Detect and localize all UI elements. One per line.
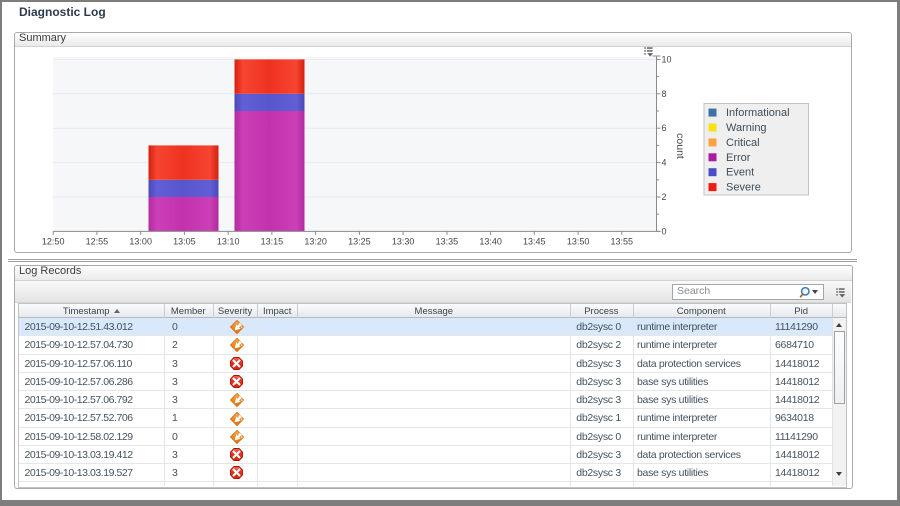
- svg-text:count: count: [674, 133, 686, 159]
- svg-text:12:55: 12:55: [86, 237, 109, 247]
- svg-text:Warning: Warning: [726, 122, 767, 134]
- svg-text:Critical: Critical: [726, 137, 760, 149]
- svg-text:10: 10: [662, 54, 672, 64]
- svg-text:13:25: 13:25: [348, 237, 371, 247]
- svg-text:13:00: 13:00: [129, 237, 152, 247]
- svg-text:Event: Event: [726, 167, 754, 179]
- svg-text:Error: Error: [726, 152, 751, 164]
- svg-text:13:10: 13:10: [217, 237, 240, 247]
- svg-text:13:45: 13:45: [523, 237, 546, 247]
- svg-text:13:35: 13:35: [436, 237, 459, 247]
- svg-text:Severe: Severe: [726, 182, 761, 194]
- svg-text:6: 6: [662, 123, 667, 133]
- svg-text:13:50: 13:50: [567, 237, 590, 247]
- svg-text:8: 8: [662, 89, 667, 99]
- svg-text:12:50: 12:50: [42, 237, 65, 247]
- svg-text:13:20: 13:20: [304, 237, 327, 247]
- svg-text:13:30: 13:30: [392, 237, 415, 247]
- svg-text:13:55: 13:55: [611, 237, 634, 247]
- svg-text:2: 2: [662, 192, 667, 202]
- svg-text:Informational: Informational: [726, 107, 790, 119]
- svg-text:0: 0: [662, 226, 667, 236]
- svg-text:13:40: 13:40: [479, 237, 502, 247]
- svg-text:4: 4: [662, 158, 667, 168]
- svg-text:13:15: 13:15: [261, 237, 284, 247]
- svg-text:13:05: 13:05: [173, 237, 196, 247]
